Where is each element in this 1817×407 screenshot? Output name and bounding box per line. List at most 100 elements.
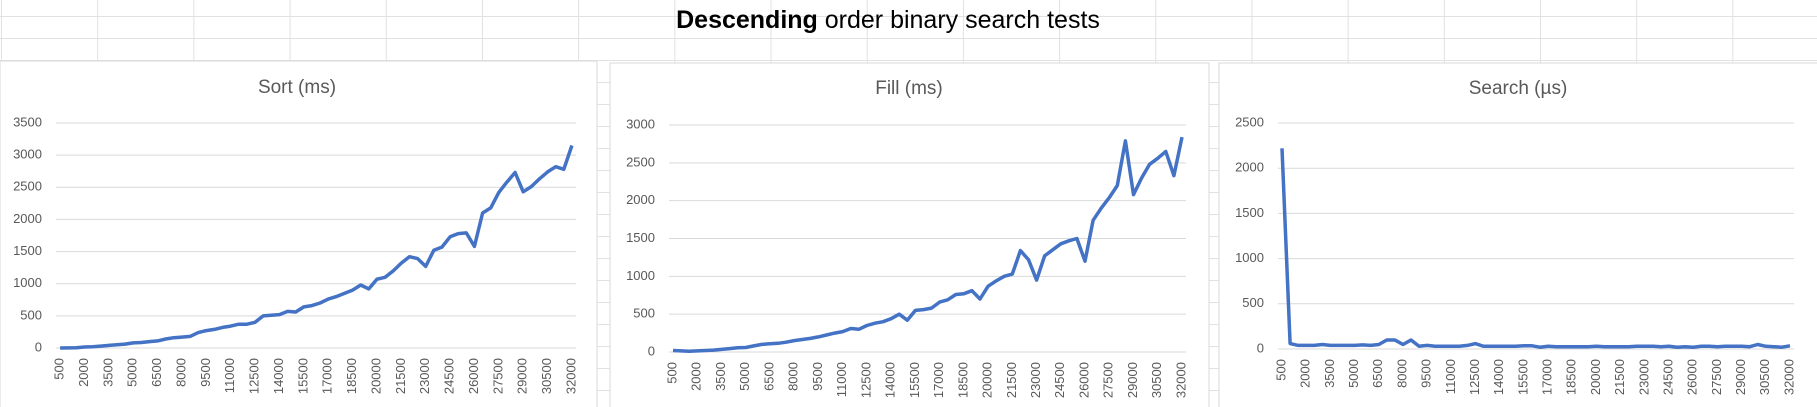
x-tick-label: 500 — [1273, 359, 1288, 381]
x-tick-label: 30500 — [1757, 359, 1772, 395]
x-tick-label: 23000 — [417, 358, 432, 394]
x-tick-label: 27500 — [490, 358, 505, 394]
x-tick-label: 6500 — [149, 358, 164, 387]
x-tick-label: 23000 — [1636, 359, 1651, 395]
x-tick-label: 20000 — [368, 358, 383, 394]
x-tick-label: 27500 — [1709, 359, 1724, 395]
x-tick-label: 12500 — [858, 362, 873, 398]
x-tick-label: 5000 — [737, 362, 752, 391]
x-tick-label: 500 — [52, 358, 67, 380]
x-tick-label: 26000 — [1685, 359, 1700, 395]
x-tick-label: 9500 — [198, 358, 213, 387]
x-tick-label: 11000 — [1443, 359, 1458, 394]
data-line — [60, 144, 574, 350]
y-tick-label: 2000 — [1235, 160, 1264, 175]
y-tick-label: 1000 — [626, 268, 655, 283]
x-tick-label: 21500 — [393, 358, 408, 394]
x-tick-label: 26000 — [466, 358, 481, 394]
y-tick-label: 2000 — [626, 192, 655, 207]
x-tick-label: 26000 — [1076, 362, 1091, 398]
x-tick-label: 24500 — [442, 358, 457, 394]
x-tick-label: 8000 — [1394, 359, 1409, 388]
x-tick-label: 27500 — [1101, 362, 1116, 398]
y-tick-label: 3000 — [626, 116, 655, 131]
chart-title: Search (µs) — [1469, 78, 1568, 99]
y-tick-label: 3000 — [13, 147, 42, 162]
x-tick-label: 15500 — [1515, 359, 1530, 395]
x-tick-label: 18500 — [955, 362, 970, 398]
y-tick-label: 1500 — [626, 230, 655, 245]
x-tick-label: 2000 — [689, 362, 704, 391]
x-tick-label: 11000 — [834, 362, 849, 397]
x-tick-label: 30500 — [1149, 362, 1164, 398]
y-tick-label: 1500 — [13, 243, 42, 258]
x-tick-label: 3500 — [1322, 359, 1337, 388]
x-tick-label: 15500 — [295, 358, 310, 394]
x-tick-label: 20000 — [980, 362, 995, 398]
x-tick-label: 29000 — [1733, 359, 1748, 395]
y-tick-label: 3500 — [13, 114, 42, 129]
x-tick-label: 5000 — [125, 358, 140, 387]
x-tick-label: 9500 — [810, 362, 825, 391]
x-tick-label: 14000 — [883, 362, 898, 398]
x-tick-label: 18500 — [1564, 359, 1579, 395]
y-tick-label: 0 — [35, 339, 42, 354]
x-tick-label: 21500 — [1612, 359, 1627, 395]
x-tick-label: 3500 — [713, 362, 728, 391]
y-tick-label: 1500 — [1235, 205, 1264, 220]
chart-panel — [0, 60, 598, 407]
x-tick-label: 32000 — [1781, 359, 1796, 395]
x-tick-label: 9500 — [1419, 359, 1434, 388]
y-tick-label: 2500 — [13, 179, 42, 194]
x-tick-label: 30500 — [539, 358, 554, 394]
x-tick-label: 32000 — [1173, 362, 1188, 398]
y-tick-label: 0 — [648, 343, 655, 358]
x-tick-label: 17000 — [931, 362, 946, 398]
x-tick-label: 2000 — [76, 358, 91, 387]
x-tick-label: 17000 — [320, 358, 335, 394]
x-tick-label: 24500 — [1660, 359, 1675, 395]
sheet-title: Descending order binary search tests — [676, 6, 1100, 34]
x-tick-label: 15500 — [907, 362, 922, 398]
x-tick-label: 17000 — [1540, 359, 1555, 395]
x-tick-label: 14000 — [271, 358, 286, 394]
x-tick-label: 3500 — [100, 358, 115, 387]
x-tick-label: 24500 — [1052, 362, 1067, 398]
chart-title: Fill (ms) — [875, 78, 943, 99]
x-tick-label: 21500 — [1004, 362, 1019, 398]
x-tick-label: 6500 — [1370, 359, 1385, 388]
y-tick-label: 500 — [20, 307, 42, 322]
data-line — [672, 136, 1184, 353]
x-tick-label: 8000 — [173, 358, 188, 387]
x-tick-label: 6500 — [761, 362, 776, 391]
x-tick-label: 14000 — [1491, 359, 1506, 395]
y-tick-label: 1000 — [1235, 250, 1264, 265]
x-tick-label: 29000 — [515, 358, 530, 394]
chart-panel — [609, 62, 1210, 407]
x-tick-label: 20000 — [1588, 359, 1603, 395]
x-tick-label: 500 — [664, 362, 679, 384]
data-line — [1280, 148, 1791, 349]
x-tick-label: 11000 — [222, 358, 237, 393]
y-tick-label: 500 — [633, 306, 655, 321]
x-tick-label: 5000 — [1346, 359, 1361, 388]
y-tick-label: 2500 — [1235, 114, 1264, 129]
x-tick-label: 32000 — [563, 358, 578, 394]
y-tick-label: 500 — [1242, 295, 1264, 310]
x-tick-label: 8000 — [786, 362, 801, 391]
title-bold: Descending — [676, 6, 818, 34]
x-tick-label: 23000 — [1028, 362, 1043, 398]
x-tick-label: 12500 — [1467, 359, 1482, 395]
x-tick-label: 12500 — [247, 358, 262, 394]
x-tick-label: 2000 — [1298, 359, 1313, 388]
x-tick-label: 29000 — [1125, 362, 1140, 398]
y-tick-label: 0 — [1257, 340, 1264, 355]
x-tick-label: 18500 — [344, 358, 359, 394]
chart-title: Sort (ms) — [258, 77, 336, 98]
y-tick-label: 2000 — [13, 211, 42, 226]
y-tick-label: 1000 — [13, 275, 42, 290]
y-tick-label: 2500 — [626, 154, 655, 169]
title-rest: order binary search tests — [825, 6, 1100, 34]
chart-panel — [1218, 62, 1817, 407]
